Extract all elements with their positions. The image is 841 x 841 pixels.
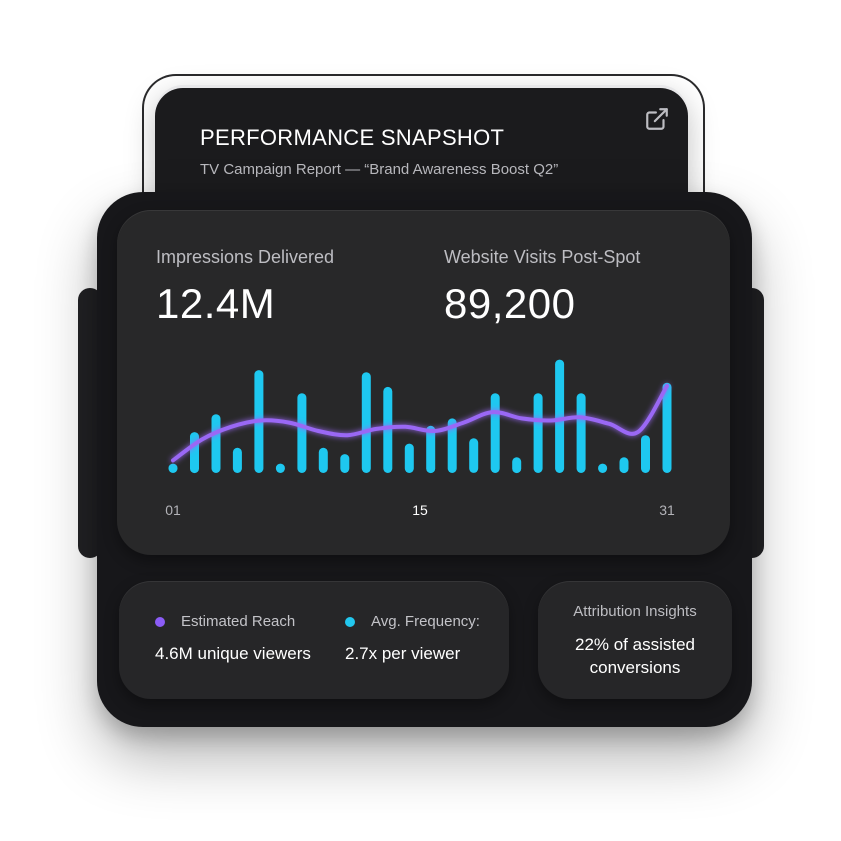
page-subtitle: TV Campaign Report — “Brand Awareness Bo… [200,161,559,178]
frequency-value: 2.7x per viewer [345,644,461,663]
chart-bar [232,447,242,473]
chart-bar [318,447,328,473]
header-card-outline [142,74,705,226]
chart-bar [275,463,285,473]
frequency-label: Avg. Frequency: [371,613,480,630]
chart-bar [447,418,457,473]
chart-bar [340,454,350,473]
x-tick-label: 15 [412,502,428,518]
chart-bar [297,393,307,473]
impressions-chart: 01 15 31 [165,359,675,518]
chart-bar [469,438,479,473]
chart-bar [555,359,565,473]
chart-bar [662,382,672,473]
reach-legend-dot [155,617,165,627]
chart-bar [404,443,414,473]
x-tick-label: 31 [659,502,675,518]
reach-value: 4.6M unique viewers [155,644,311,663]
chart-bar [533,393,543,473]
chart-bar [619,457,629,474]
x-tick-label: 01 [165,502,181,518]
chart-bar [490,393,500,473]
chart-bar [426,425,436,474]
trend-line [171,383,669,463]
chart-bar [190,432,199,474]
chart-bar [576,393,586,473]
impressions-label: Impressions Delivered [156,247,335,267]
chart-bar [383,386,393,473]
chart-bar [641,435,650,473]
reach-panel: Estimated Reach 4.6M unique viewers Avg.… [119,581,509,699]
chart-bar [512,457,522,474]
attribution-title: Attribution Insights [573,603,697,620]
frequency-legend-dot [345,617,355,627]
reach-label: Estimated Reach [181,613,296,630]
chart-bar [168,463,178,473]
visits-value: 89,200 [444,280,576,327]
external-link-icon[interactable] [644,106,670,132]
chart-bar [361,372,371,473]
chart-panel: Impressions Delivered 12.4M Website Visi… [117,210,730,555]
page-title: PERFORMANCE SNAPSHOT [200,125,505,150]
attribution-panel: Attribution Insights 22% of assisted con… [538,581,732,699]
chart-bar [211,414,221,473]
attribution-value: 22% of assisted conversions [574,635,695,677]
visits-label: Website Visits Post-Spot [444,247,641,267]
chart-bar [598,463,608,473]
impressions-value: 12.4M [156,280,276,327]
main-card: Impressions Delivered 12.4M Website Visi… [97,192,752,727]
